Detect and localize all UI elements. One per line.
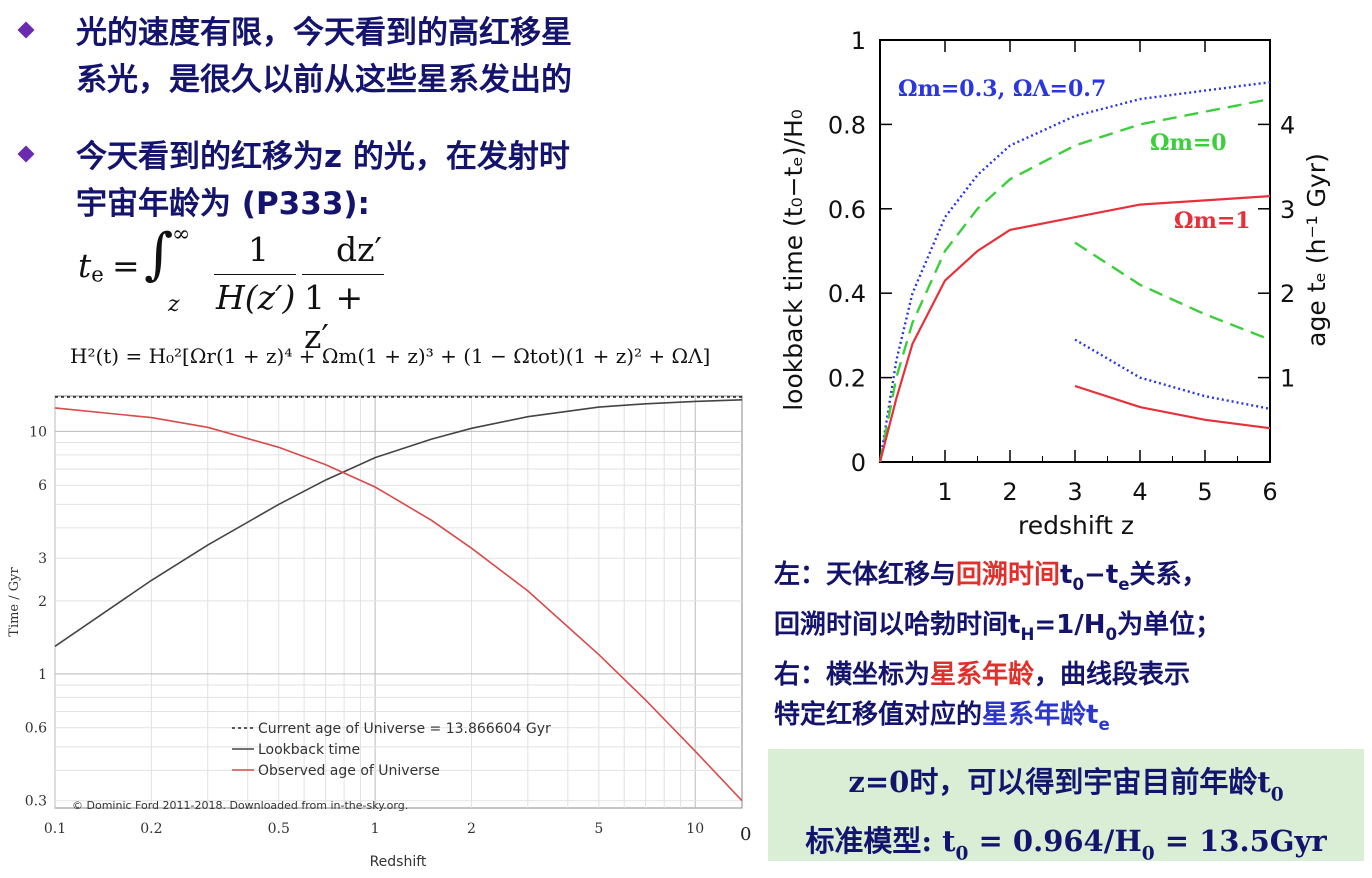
left-chart-credit: © Dominic Ford 2011-2018. Downloaded fro… bbox=[72, 799, 408, 812]
left-y-axis-label: Time / Gyr bbox=[7, 566, 22, 636]
caption-line-2: 回溯时间以哈勃时间tH=1/H0为单位； bbox=[774, 610, 1222, 645]
frac1-denominator: H(z′) bbox=[216, 278, 296, 317]
integral-sign: ∫ bbox=[144, 222, 174, 287]
right-y-tick-label: 1 bbox=[851, 27, 866, 55]
left-y-tick-label: 1 bbox=[38, 667, 47, 683]
right-y-tick-label: 0.8 bbox=[828, 111, 866, 139]
right-x-tick-label: 1 bbox=[937, 478, 952, 506]
bullet-light-speed: 光的速度有限，今天看到的高红移星 系光，是很久以前从这些星系发出的 bbox=[17, 10, 708, 104]
frac2-denominator: 1 + z′ bbox=[304, 278, 364, 356]
left-series-lookback bbox=[54, 399, 743, 647]
legend-lookback: Lookback time bbox=[258, 742, 360, 758]
label-lambda-cdm: Ωm=0.3, ΩΛ=0.7 bbox=[898, 76, 1106, 102]
bullet-line: 光的速度有限，今天看到的高红移星 bbox=[76, 15, 572, 51]
left-x-axis-label: Redshift bbox=[370, 854, 427, 870]
right-x-tick-label: 4 bbox=[1132, 478, 1147, 506]
right-y-axis-label-right: age tₑ (h⁻¹ Gyr) bbox=[1302, 153, 1331, 347]
right-y2-tick-label: 1 bbox=[1280, 365, 1295, 393]
right-series-omega-zero-age bbox=[1074, 241, 1271, 341]
left-edge-label: 0 bbox=[740, 824, 751, 845]
formula-lhs: te bbox=[78, 246, 104, 287]
frac2-bar bbox=[302, 274, 384, 275]
label-omega-one: Ωm=1 bbox=[1174, 208, 1251, 234]
left-time-redshift-chart: 0.1 0.2 0.5 1 2 5 10 0.3 0.6 1 2 3 6 10 Time / Gyr Re… bbox=[7, 395, 751, 870]
integral-lower: z bbox=[168, 292, 180, 317]
right-lookback-chart: 1 2 3 4 5 6 0 0.2 0.4 0.6 0.8 1 1 2 3 4 lookback time (… bbox=[779, 27, 1331, 540]
legend-observed: Observed age of Universe bbox=[258, 763, 440, 779]
right-y2-tick-label: 4 bbox=[1280, 111, 1295, 139]
right-y-tick-label: 0.4 bbox=[828, 280, 866, 308]
caption-line-1: 左：天体红移与回溯时间t0−te关系， bbox=[774, 560, 1208, 595]
right-y2-tick-label: 2 bbox=[1280, 280, 1295, 308]
current-age-box: z=0时，可以得到宇宙目前年龄t0 标准模型: t0 = 0.964/H0 = … bbox=[768, 749, 1364, 865]
left-y-tick-label: 10 bbox=[29, 424, 47, 440]
bullet-line: 系光，是很久以前从这些星系发出的 bbox=[76, 62, 572, 98]
frac1-bar bbox=[214, 274, 296, 275]
bullet-line: 今天看到的红移为z 的光，在发射时 bbox=[76, 139, 570, 175]
right-x-tick-label: 2 bbox=[1002, 478, 1017, 506]
left-y-tick-label: 3 bbox=[38, 551, 47, 567]
left-x-tick-label: 1 bbox=[371, 821, 380, 837]
figure-caption: 左：天体红移与回溯时间t0−te关系， 回溯时间以哈勃时间tH=1/H0为单位；… bbox=[774, 555, 1364, 746]
left-y-tick-label: 2 bbox=[38, 594, 47, 610]
right-x-tick-label: 5 bbox=[1197, 478, 1212, 506]
right-series-omega-one-age bbox=[1074, 384, 1271, 430]
box-line-1: z=0时，可以得到宇宙目前年龄t0 bbox=[848, 765, 1284, 806]
frac1-numerator: 1 bbox=[248, 230, 269, 269]
right-y2-tick-label: 3 bbox=[1280, 196, 1295, 224]
right-y-tick-label: 0.6 bbox=[828, 196, 866, 224]
right-y-axis-label-left: lookback time (t₀−tₑ)/H₀ bbox=[779, 109, 808, 411]
right-x-tick-label: 6 bbox=[1262, 478, 1277, 506]
bullet-redshift-age: 今天看到的红移为z 的光，在发射时 宇宙年龄为 (P333): bbox=[17, 134, 708, 228]
left-x-tick-label: 10 bbox=[686, 821, 704, 837]
right-y-tick-label: 0 bbox=[851, 449, 866, 477]
right-x-axis-label: redshift z bbox=[1018, 511, 1134, 540]
right-y-tick-label: 0.2 bbox=[828, 365, 866, 393]
right-series-omega-one-lookback bbox=[878, 195, 1271, 463]
left-plot-frame bbox=[54, 395, 743, 809]
left-x-tick-label: 0.1 bbox=[44, 821, 66, 837]
right-plot-frame bbox=[879, 39, 1271, 463]
hubble-parameter-formula: H²(t) = H₀²[Ωr(1 + z)⁴ + Ωm(1 + z)³ + (1… bbox=[70, 344, 711, 368]
formula-equals: = bbox=[112, 246, 140, 285]
bullet-line: 宇宙年龄为 (P333): bbox=[76, 186, 370, 222]
caption-line-4: 特定红移值对应的星系年龄te bbox=[774, 700, 1110, 735]
right-series-lambda-cdm-age bbox=[1074, 338, 1271, 410]
legend-current-age: Current age of Universe = 13.866604 Gyr bbox=[258, 721, 551, 737]
left-x-tick-label: 0.2 bbox=[140, 821, 162, 837]
frac2-numerator: dz′ bbox=[336, 230, 383, 269]
left-y-tick-label: 0.6 bbox=[25, 721, 47, 737]
label-omega-zero: Ωm=0 bbox=[1150, 130, 1227, 156]
right-series-omega-zero-lookback bbox=[878, 97, 1271, 463]
left-y-tick-label: 6 bbox=[38, 478, 47, 494]
left-legend: Current age of Universe = 13.866604 Gyr … bbox=[232, 721, 551, 779]
left-series-observed bbox=[54, 407, 743, 802]
left-y-tick-label: 0.3 bbox=[25, 794, 47, 810]
left-x-tick-label: 2 bbox=[467, 821, 476, 837]
left-x-tick-label: 0.5 bbox=[268, 821, 290, 837]
caption-line-3: 右：横坐标为星系年龄，曲线段表示 bbox=[774, 660, 1191, 691]
age-integral-formula: te = ∫ ∞ z 1 H(z′) dz′ 1 + z′ bbox=[78, 222, 398, 356]
integral-upper: ∞ bbox=[172, 222, 191, 247]
right-x-tick-label: 3 bbox=[1067, 478, 1082, 506]
left-x-tick-label: 5 bbox=[594, 821, 603, 837]
box-line-2: 标准模型: t0 = 0.964/H0 = 13.5Gyr bbox=[805, 824, 1327, 865]
